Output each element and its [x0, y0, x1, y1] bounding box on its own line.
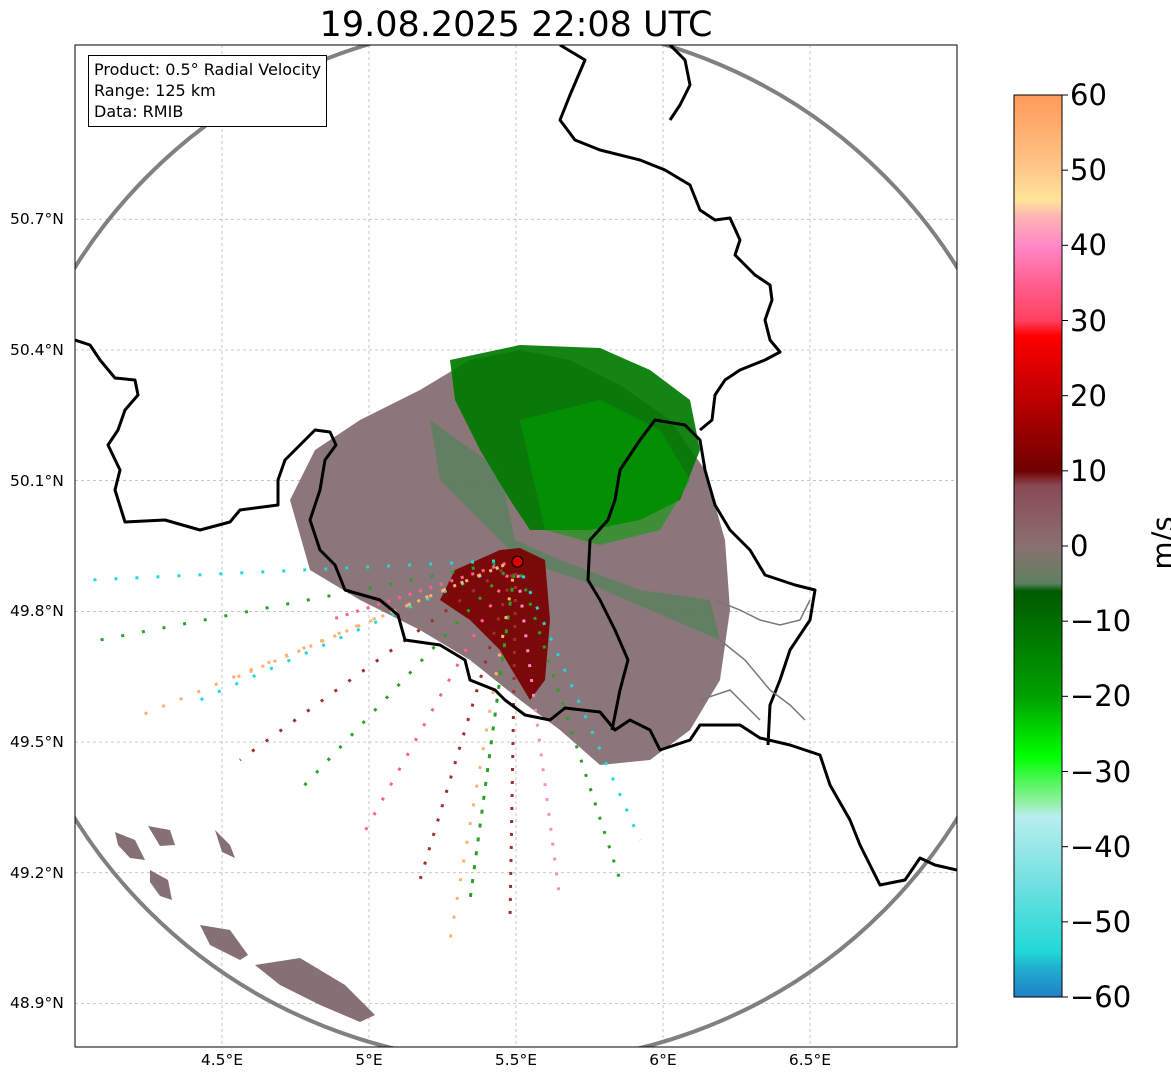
colorbar-tick-label: 20 [1070, 378, 1107, 413]
lat-tick-label: 48.9°N [10, 994, 64, 1013]
echo-clutter-1 [255, 958, 375, 1022]
echo-green-area-2 [520, 400, 690, 545]
map-title: 19.08.2025 22:08 UTC [319, 5, 713, 45]
border-north [75, 338, 957, 887]
border-lux-west [586, 439, 642, 731]
inner-borders [699, 599, 811, 721]
colorbar-tick-label: 30 [1070, 303, 1107, 338]
colorbar-tick-label: 60 [1070, 78, 1107, 112]
border-north-top [668, 45, 692, 121]
colorbar-tick-label: −60 [1070, 980, 1132, 1014]
lat-tick-label: 50.7°N [10, 210, 64, 229]
colorbar-tick-label: 10 [1070, 453, 1107, 488]
colorbar-tick-label: 0 [1070, 529, 1089, 563]
echo-clutter-2 [200, 925, 248, 960]
lat-tick-label: 50.4°N [10, 340, 64, 359]
echo-speckle-rays [89, 558, 642, 941]
echo-clutter-5 [150, 870, 172, 900]
velocity-echoes [89, 345, 730, 1022]
info-product: Product: 0.5° Radial Velocity [94, 60, 322, 79]
info-range: Range: 125 km [94, 81, 216, 100]
lon-tick-label: 6°E [649, 1051, 677, 1069]
echo-darkred-area [440, 548, 550, 700]
lon-tick-label: 5.5°E [494, 1051, 538, 1069]
lat-tick-label: 49.5°N [10, 733, 64, 752]
colorbar-tick-label: 50 [1070, 153, 1107, 188]
echo-clutter-6 [215, 830, 235, 858]
border-northeast [558, 45, 782, 432]
country-borders [75, 45, 957, 887]
lon-tick-label: 4.5°E [200, 1051, 244, 1069]
colorbar-tick-label: −10 [1070, 604, 1132, 639]
colorbar-tick-label: −20 [1070, 679, 1132, 714]
echo-clutter-4 [148, 826, 175, 846]
map-frame [74, 44, 958, 1048]
info-data: Data: RMIB [94, 102, 184, 121]
colorbar [1013, 94, 1068, 998]
colorbar-tick-label: −50 [1070, 904, 1132, 939]
colorbar-unit-label: m/s [1146, 516, 1171, 570]
colorbar-tick-label: 40 [1070, 228, 1107, 263]
border-east-lux [638, 418, 817, 746]
colorbar-tick-label: −40 [1070, 829, 1132, 864]
echo-gray-green-area [430, 420, 720, 640]
radar-site-marker [511, 555, 524, 568]
lon-tick-label: 5°E [355, 1051, 383, 1069]
lon-tick-label: 6.5°E [788, 1051, 832, 1069]
lat-tick-label: 49.8°N [10, 602, 64, 621]
colorbar-tick-label: −30 [1070, 754, 1132, 789]
echo-clutter-3 [115, 832, 145, 860]
lat-tick-label: 50.1°N [10, 471, 64, 490]
lat-tick-label: 49.2°N [10, 863, 64, 882]
info-box: Product: 0.5° Radial Velocity Range: 125… [88, 55, 328, 127]
